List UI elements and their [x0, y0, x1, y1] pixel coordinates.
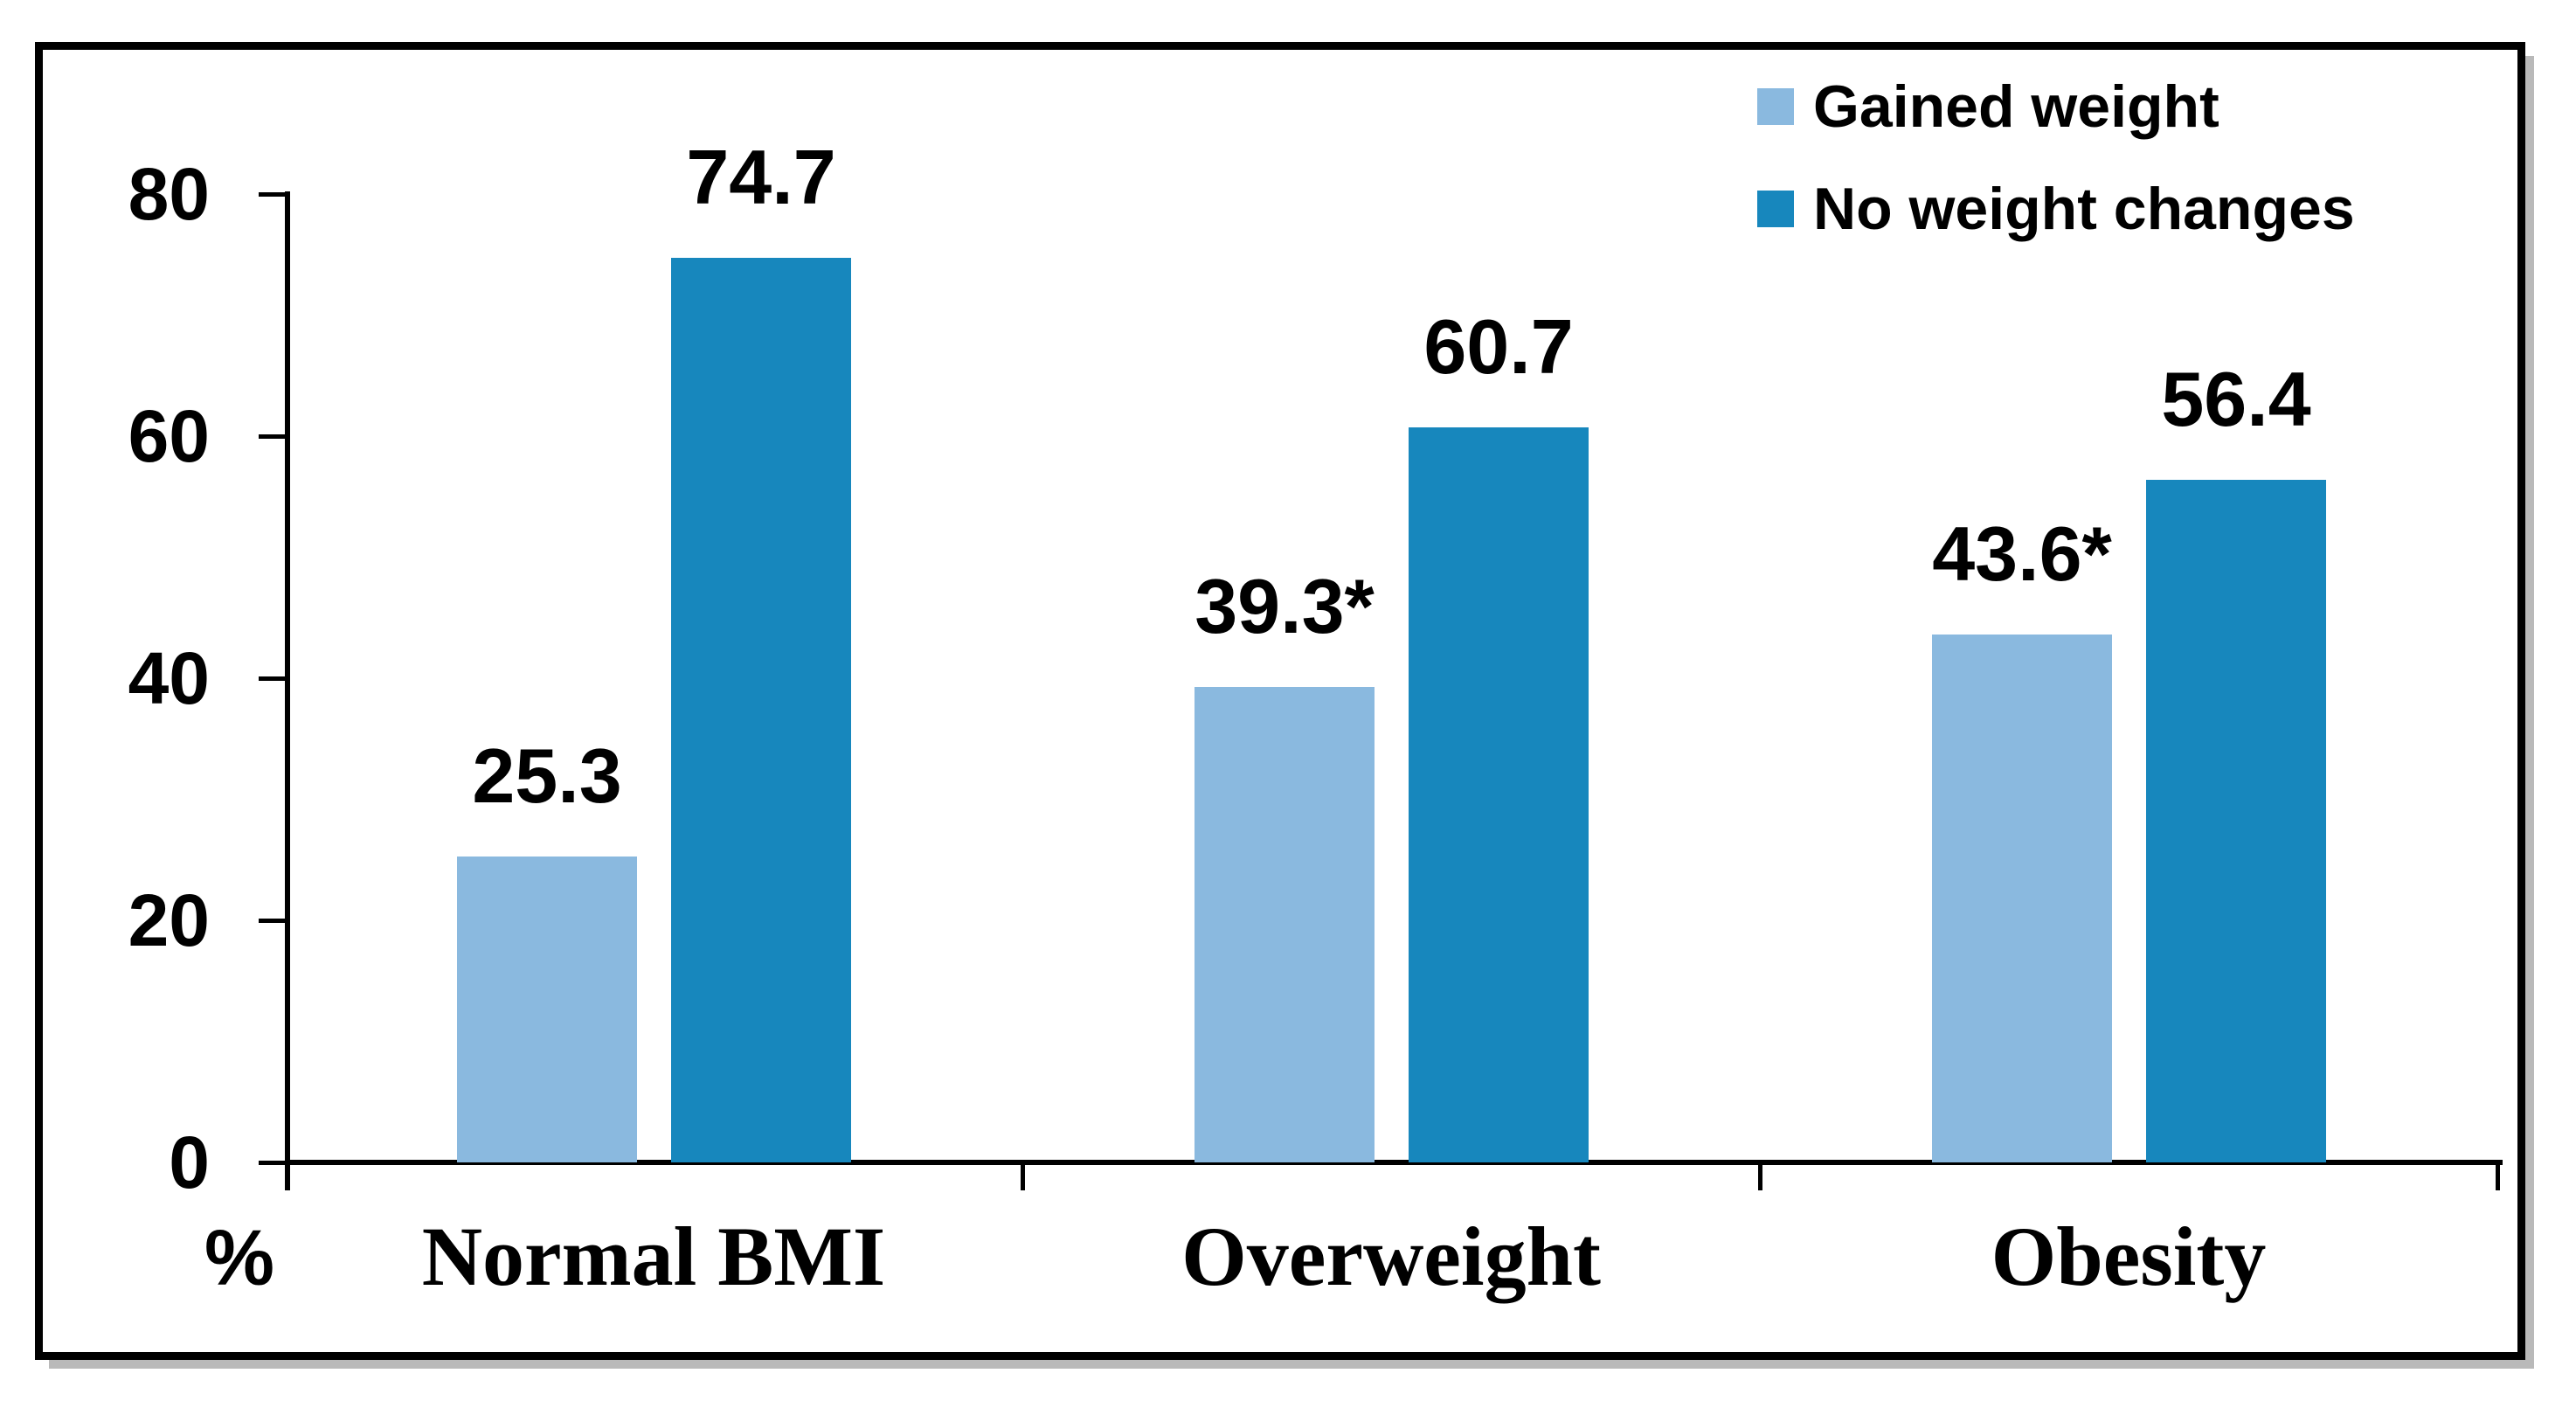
legend-swatch-icon	[1757, 88, 1794, 125]
bar-value-label: 60.7	[1423, 303, 1574, 391]
bar-gained-weight	[1195, 686, 1375, 1162]
legend-item: Gained weight	[1757, 77, 2219, 136]
y-axis-tick-label: 60	[128, 394, 210, 477]
bar-no-weight-changes	[671, 258, 851, 1162]
bar-value-label: 39.3*	[1195, 562, 1375, 649]
bar-no-weight-changes	[1409, 427, 1589, 1162]
x-axis-boundary-tick	[2496, 1162, 2500, 1190]
x-axis-category-label: Overweight	[1181, 1210, 1601, 1303]
x-axis-boundary-tick	[1758, 1162, 1762, 1190]
legend-item: No weight changes	[1757, 179, 2355, 239]
y-axis-line	[285, 191, 290, 1190]
legend-label: No weight changes	[1813, 176, 2355, 242]
y-axis-tick-label: 40	[128, 636, 210, 719]
bar-value-label: 43.6*	[1932, 510, 2112, 598]
bar-gained-weight	[457, 856, 637, 1162]
x-axis-line	[285, 1160, 2503, 1165]
y-axis-tick-label: 20	[128, 878, 210, 961]
bar-value-label: 74.7	[686, 134, 836, 221]
y-axis-tick	[259, 434, 285, 439]
x-axis-category-label: Obesity	[1991, 1210, 2267, 1303]
x-axis-category-label: Normal BMI	[421, 1210, 886, 1303]
y-axis-tick	[259, 192, 285, 197]
bar-value-label: 56.4	[2161, 355, 2311, 442]
bar-no-weight-changes	[2146, 479, 2326, 1162]
legend-swatch-icon	[1757, 191, 1794, 227]
legend-label: Gained weight	[1813, 73, 2219, 140]
bar-value-label: 25.3	[472, 732, 622, 819]
chart-outer-border	[35, 42, 2525, 1360]
bar-gained-weight	[1932, 635, 2112, 1162]
y-axis-tick-label: 80	[128, 152, 210, 235]
y-axis-tick-label: 0	[169, 1120, 210, 1203]
y-axis-tick	[259, 1161, 285, 1165]
x-axis-boundary-tick	[1021, 1162, 1025, 1190]
y-axis-tick	[259, 919, 285, 923]
y-axis-unit-label: %	[204, 1215, 275, 1302]
y-axis-tick	[259, 676, 285, 681]
